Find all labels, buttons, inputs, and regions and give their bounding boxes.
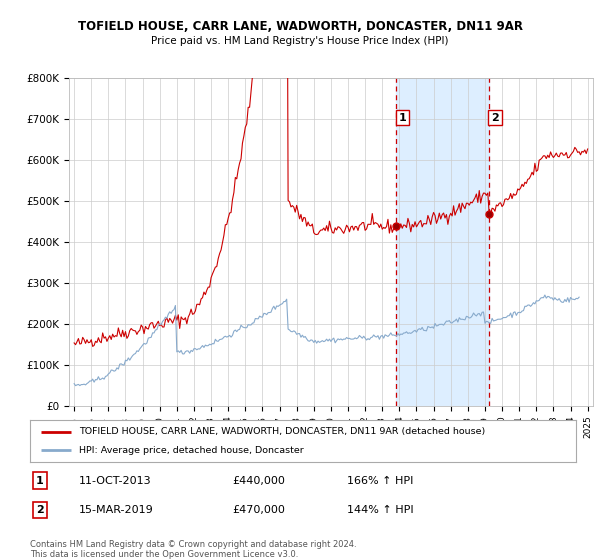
Text: 166% ↑ HPI: 166% ↑ HPI (347, 476, 413, 486)
Text: TOFIELD HOUSE, CARR LANE, WADWORTH, DONCASTER, DN11 9AR: TOFIELD HOUSE, CARR LANE, WADWORTH, DONC… (77, 20, 523, 32)
Text: Price paid vs. HM Land Registry's House Price Index (HPI): Price paid vs. HM Land Registry's House … (151, 36, 449, 46)
Text: £470,000: £470,000 (232, 505, 285, 515)
Text: 1: 1 (36, 476, 44, 486)
Text: HPI: Average price, detached house, Doncaster: HPI: Average price, detached house, Donc… (79, 446, 304, 455)
Text: 144% ↑ HPI: 144% ↑ HPI (347, 505, 413, 515)
Bar (396, 78, 488, 406)
Text: TOFIELD HOUSE, CARR LANE, WADWORTH, DONCASTER, DN11 9AR (detached house): TOFIELD HOUSE, CARR LANE, WADWORTH, DONC… (79, 427, 485, 436)
Text: Contains HM Land Registry data © Crown copyright and database right 2024.
This d: Contains HM Land Registry data © Crown c… (30, 540, 356, 559)
Text: 2: 2 (491, 113, 499, 123)
Text: 11-OCT-2013: 11-OCT-2013 (79, 476, 152, 486)
Text: £440,000: £440,000 (232, 476, 285, 486)
Text: 15-MAR-2019: 15-MAR-2019 (79, 505, 154, 515)
Text: 2: 2 (36, 505, 44, 515)
Text: 1: 1 (398, 113, 406, 123)
